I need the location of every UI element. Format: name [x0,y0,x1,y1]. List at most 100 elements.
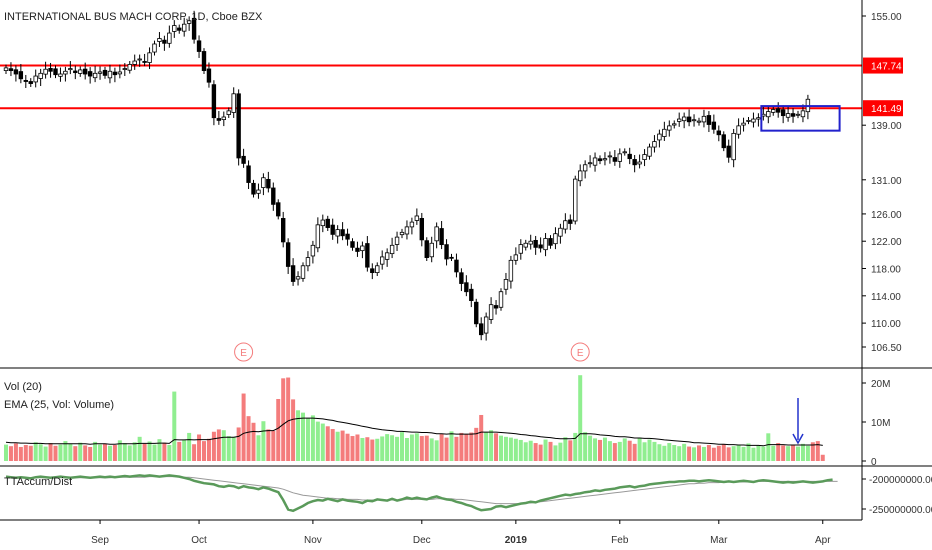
volume-bar[interactable] [642,442,647,461]
volume-bar[interactable] [697,445,701,461]
volume-bar[interactable] [657,444,662,461]
volume-bar[interactable] [286,377,291,461]
candle-body[interactable] [295,276,301,280]
candle-body[interactable] [335,229,340,237]
candle-body[interactable] [23,80,28,82]
candle-body[interactable] [365,243,370,268]
candle-body[interactable] [43,68,48,75]
volume-bar[interactable] [672,445,677,461]
volume-bar[interactable] [73,446,78,461]
candle-body[interactable] [563,220,568,230]
volume-bar[interactable] [330,429,335,461]
candle-body[interactable] [543,238,548,251]
candle-body[interactable] [751,118,756,123]
volume-bar[interactable] [771,445,776,461]
candle-body[interactable] [310,244,316,257]
volume-bar[interactable] [503,436,508,461]
candle-body[interactable] [652,141,657,148]
candle-body[interactable] [414,215,420,221]
volume-bar[interactable] [647,439,652,461]
volume-bar[interactable] [548,441,553,461]
candle-body[interactable] [657,133,662,141]
candle-body[interactable] [642,154,647,160]
volume-bar[interactable] [305,418,310,461]
candle-body[interactable] [97,71,103,74]
volume-pane[interactable] [4,375,825,461]
volume-bar[interactable] [553,445,558,461]
volume-bar[interactable] [588,435,593,461]
candle-body[interactable] [186,20,192,24]
candle-body[interactable] [617,153,622,162]
candle-body[interactable] [177,27,182,31]
candle-body[interactable] [236,93,241,159]
volume-bar[interactable] [494,433,499,461]
volume-bar[interactable] [766,433,771,461]
volume-bar[interactable] [568,440,573,461]
candle-body[interactable] [246,165,251,183]
volume-bar[interactable] [231,437,236,461]
candle-body[interactable] [285,242,291,267]
candle-body[interactable] [181,23,187,32]
volume-bar[interactable] [523,442,528,461]
volume-bar[interactable] [53,445,58,461]
volume-bar[interactable] [721,444,726,461]
candle-body[interactable] [790,113,796,117]
candle-body[interactable] [597,158,603,162]
volume-bar[interactable] [63,441,68,461]
volume-bar[interactable] [68,443,73,461]
candle-body[interactable] [795,113,801,116]
volume-bar[interactable] [464,434,469,461]
candle-body[interactable] [716,130,721,136]
candle-body[interactable] [92,72,98,79]
volume-bar[interactable] [276,398,281,461]
volume-bar[interactable] [424,435,429,461]
candle-body[interactable] [419,218,424,241]
volume-bar[interactable] [28,445,33,461]
volume-bar[interactable] [563,437,568,461]
volume-bar[interactable] [296,410,301,461]
candle-body[interactable] [280,218,286,243]
candle-body[interactable] [726,145,731,158]
candle-body[interactable] [474,301,479,325]
candle-body[interactable] [736,125,741,135]
volume-bar[interactable] [400,432,404,461]
volume-bar[interactable] [43,446,48,461]
volume-bar[interactable] [211,431,216,461]
candle-body[interactable] [68,68,73,71]
candle-body[interactable] [33,75,38,83]
volume-bar[interactable] [499,435,503,461]
volume-bar[interactable] [662,445,667,461]
candle-body[interactable] [330,224,335,235]
candle-body[interactable] [8,68,14,71]
volume-bar[interactable] [786,446,791,461]
volume-bar[interactable] [652,441,657,461]
volume-bar[interactable] [533,443,538,461]
candle-body[interactable] [691,119,697,122]
volume-bar[interactable] [117,440,122,461]
candle-body[interactable] [266,178,271,189]
volume-bar[interactable] [301,412,305,461]
candle-body[interactable] [696,120,702,123]
candle-body[interactable] [73,70,78,74]
volume-bar[interactable] [385,434,390,461]
volume-bar[interactable] [805,445,810,461]
volume-bar[interactable] [192,444,197,461]
volume-bar[interactable] [360,437,365,461]
candle-body[interactable] [478,323,484,336]
candle-body[interactable] [384,252,390,260]
candle-body[interactable] [558,227,563,237]
volume-bar[interactable] [132,442,137,461]
candle-body[interactable] [632,159,637,166]
volume-bar[interactable] [23,445,28,461]
volume-bar[interactable] [197,434,202,461]
candle-body[interactable] [325,218,330,228]
candle-body[interactable] [172,25,177,32]
volume-bar[interactable] [8,446,13,461]
candle-body[interactable] [424,240,429,258]
volume-bar[interactable] [692,447,697,461]
candle-body[interactable] [216,118,222,121]
volume-bar[interactable] [187,432,192,461]
candle-body[interactable] [637,161,642,165]
volume-bar[interactable] [637,437,642,461]
